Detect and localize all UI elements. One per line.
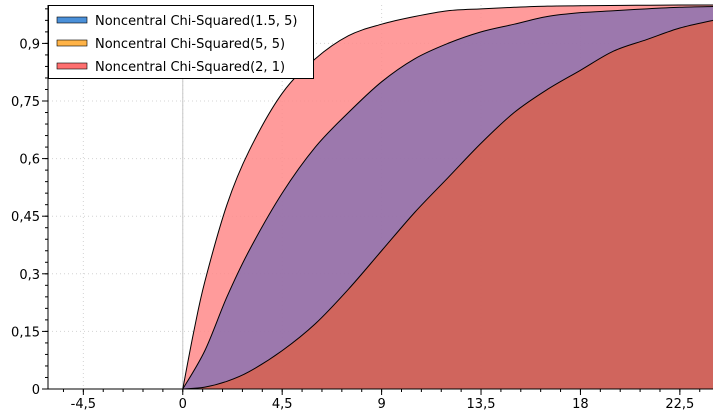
legend-box	[48, 5, 314, 79]
y-tick-label: 0,3	[19, 268, 40, 283]
x-tick-label: 22,5	[665, 397, 694, 412]
y-tick-label: 0	[32, 383, 40, 398]
legend-label: Noncentral Chi-Squared(5, 5)	[95, 37, 285, 52]
y-tick-label: 0,6	[19, 153, 40, 168]
legend-swatch	[56, 16, 88, 24]
y-tick-label: 0,45	[11, 210, 40, 225]
x-tick-label: 13,5	[467, 397, 496, 412]
x-tick-label: 4,5	[272, 397, 293, 412]
y-tick-label: 0,9	[19, 37, 40, 52]
x-axis-ticks: -4,5 0 4,5 9 13,5 18 22,5	[62, 389, 701, 412]
legend-swatch	[56, 62, 88, 70]
x-tick-label: 18	[572, 397, 589, 412]
legend-swatch	[56, 39, 88, 47]
x-tick-label: -4,5	[71, 397, 96, 412]
series-line-2	[182, 4, 714, 390]
legend-label: Noncentral Chi-Squared(2, 1)	[95, 60, 285, 75]
legend-label: Noncentral Chi-Squared(1.5, 5)	[95, 14, 297, 29]
series-line-1	[182, 19, 714, 390]
x-tick-label: 9	[377, 397, 385, 412]
y-axis-ticks: 0 0,15 0,3 0,45 0,6 0,75 0,9	[11, 8, 48, 398]
series-area-1	[182, 20, 713, 390]
series-areas	[48, 4, 714, 390]
y-tick-label: 0,15	[11, 325, 40, 340]
y-tick-label: 0,75	[11, 95, 40, 110]
legend: Noncentral Chi-Squared(1.5, 5) Noncentral…	[48, 5, 314, 79]
series-line-0	[182, 6, 714, 390]
x-tick-label: 0	[179, 397, 187, 412]
